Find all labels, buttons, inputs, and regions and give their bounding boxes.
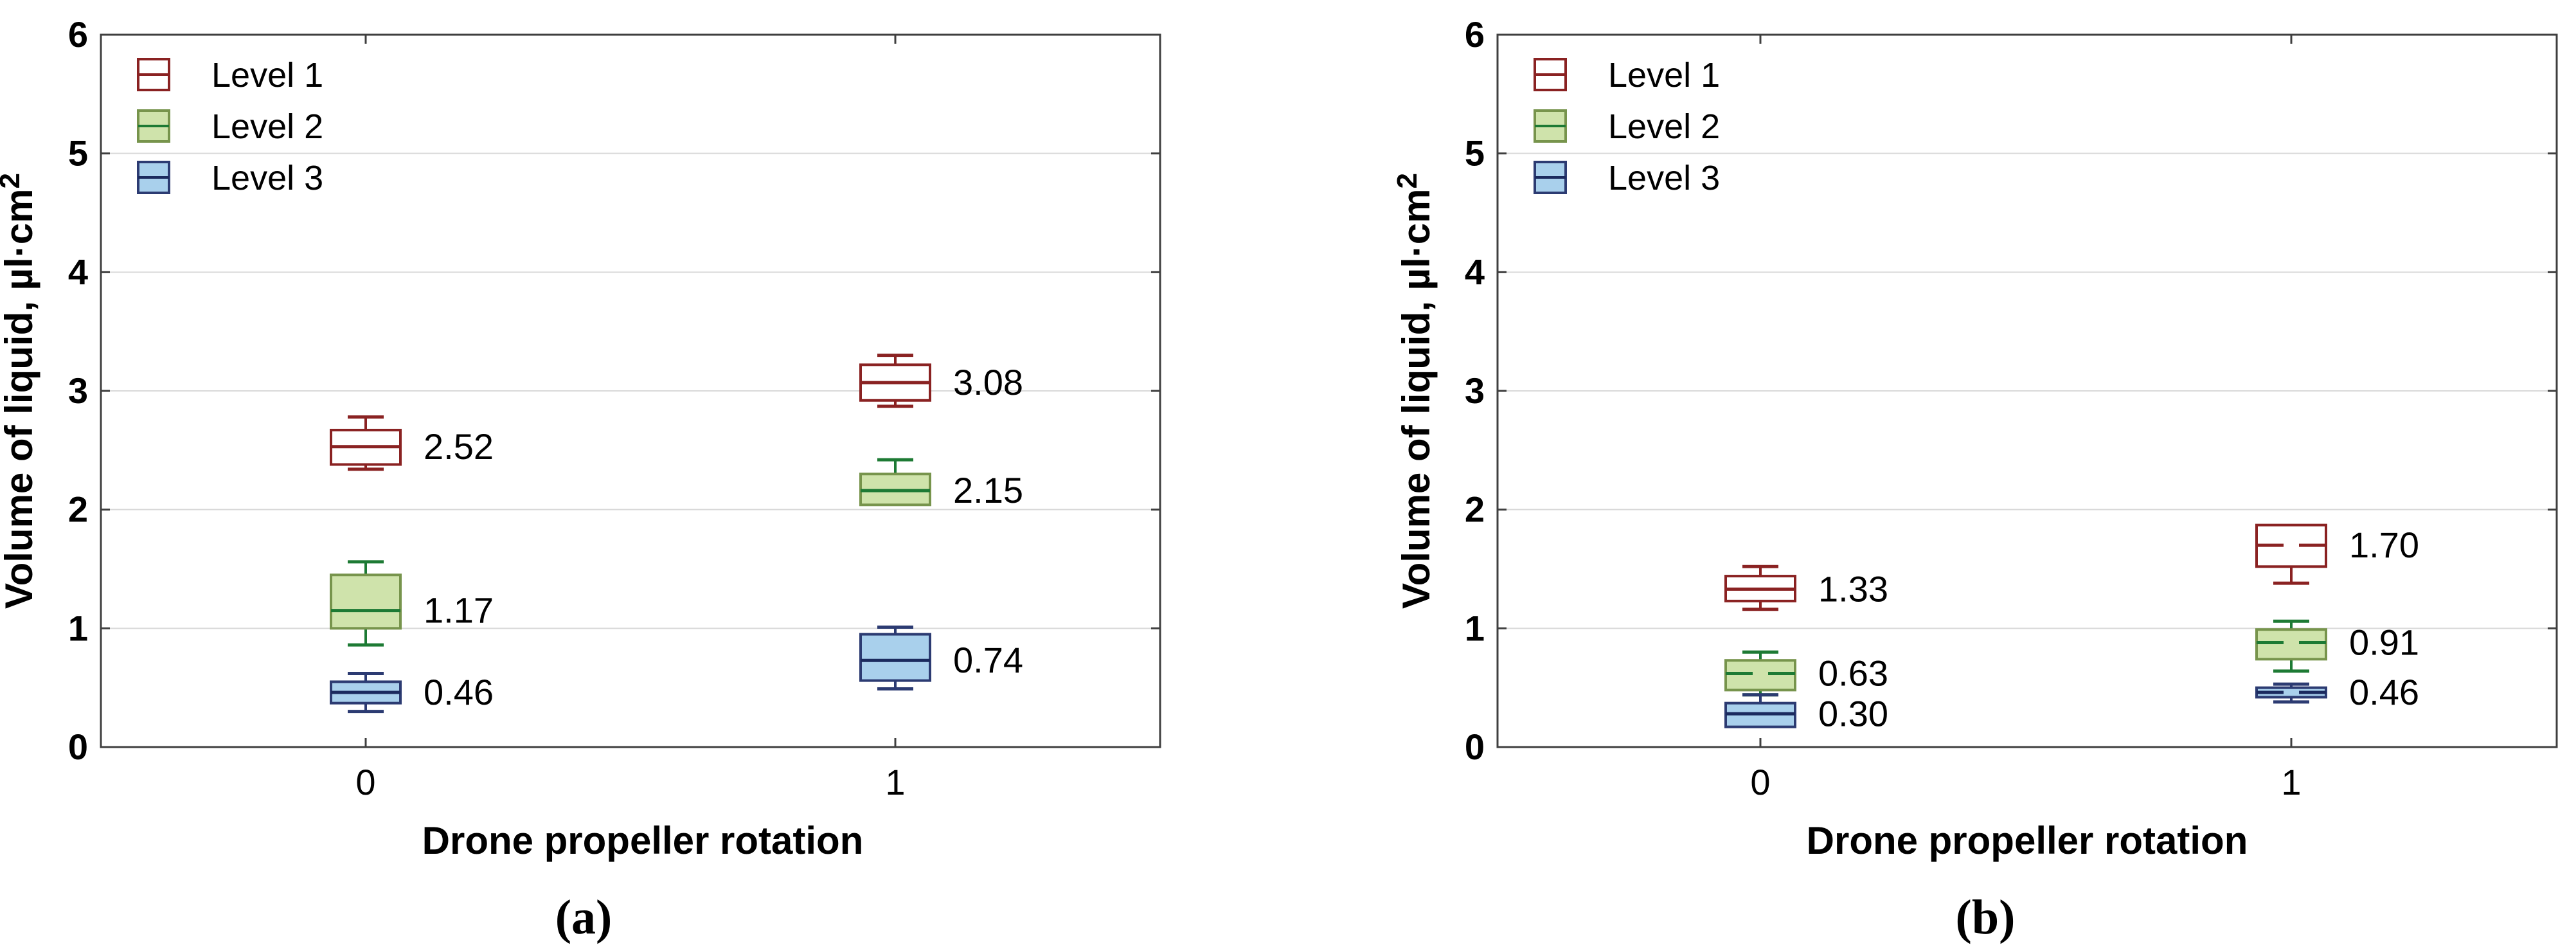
y-tick-label: 5: [1465, 133, 1485, 174]
box-value-label: 1.17: [424, 590, 494, 631]
box-value-label: 1.70: [2349, 525, 2419, 565]
legend-label-level1: Level 1: [1608, 56, 1720, 95]
box-value-label: 0.30: [1818, 693, 1888, 734]
x-tick-label: 0: [1750, 762, 1770, 802]
y-tick-label: 0: [1465, 726, 1485, 767]
y-tick-label: 6: [68, 14, 88, 55]
x-tick-label: 0: [355, 762, 375, 802]
y-tick-label: 1: [1465, 608, 1485, 648]
box-value-label: 2.15: [953, 470, 1023, 510]
y-tick-label: 2: [68, 489, 88, 530]
panel-caption: (b): [1956, 890, 2016, 944]
y-axis-title-text: Volume of liquid, µl·cm: [1395, 189, 1438, 609]
x-axis-title: Drone propeller rotation: [422, 819, 864, 862]
box-value-label: 3.08: [953, 362, 1023, 402]
panel-b-chart: 0 1 2 3 4 5 6 0 1 Drone propeller rotation Volume …: [1391, 14, 2558, 944]
x-axis-title: Drone propeller rotation: [1807, 819, 2248, 862]
box-value-label: 0.46: [2349, 672, 2419, 712]
panel-a-chart: 0 1 2 3 4 5 6 0 1 Drone propeller rotation Volume …: [0, 14, 1161, 944]
y-axis-title-text: Volume of liquid, µl·cm: [0, 189, 40, 609]
box-a-level2-cat0: [330, 573, 402, 630]
box-value-label: 0.91: [2349, 622, 2419, 662]
box-b-level2-cat1: [2255, 628, 2327, 661]
box-value-label: 1.33: [1818, 568, 1888, 609]
box-value-label: 0.63: [1818, 653, 1888, 694]
y-tick-label: 5: [68, 133, 88, 174]
y-tick-label: 3: [68, 370, 88, 411]
legend-label-level3: Level 3: [1608, 159, 1720, 197]
legend-label-level2: Level 2: [211, 107, 323, 146]
y-axis-title-superscript: 2: [0, 173, 26, 188]
box-value-label: 0.46: [424, 672, 494, 712]
y-axis-title-superscript: 2: [1391, 173, 1423, 188]
box-b-level2-cat0: [1724, 659, 1796, 692]
y-axis-title: Volume of liquid, µl·cm2: [0, 173, 40, 609]
y-tick-label: 4: [68, 251, 88, 292]
x-tick-label: 1: [885, 762, 905, 802]
y-tick-label: 1: [68, 608, 88, 648]
box-value-label: 0.74: [953, 640, 1023, 680]
box-value-label: 2.52: [424, 426, 494, 467]
legend-label-level3: Level 3: [211, 159, 323, 197]
x-tick-label: 1: [2281, 762, 2301, 802]
panel-caption: (a): [555, 890, 613, 944]
y-axis-title: Volume of liquid, µl·cm2: [1391, 173, 1438, 609]
y-tick-label: 2: [1465, 489, 1485, 530]
y-tick-label: 6: [1465, 14, 1485, 55]
y-tick-label: 0: [68, 726, 88, 767]
y-tick-label: 3: [1465, 370, 1485, 411]
legend-label-level2: Level 2: [1608, 107, 1720, 146]
box-a-level3-cat1: [859, 633, 931, 682]
y-tick-label: 4: [1465, 251, 1485, 292]
legend-label-level1: Level 1: [211, 56, 323, 95]
